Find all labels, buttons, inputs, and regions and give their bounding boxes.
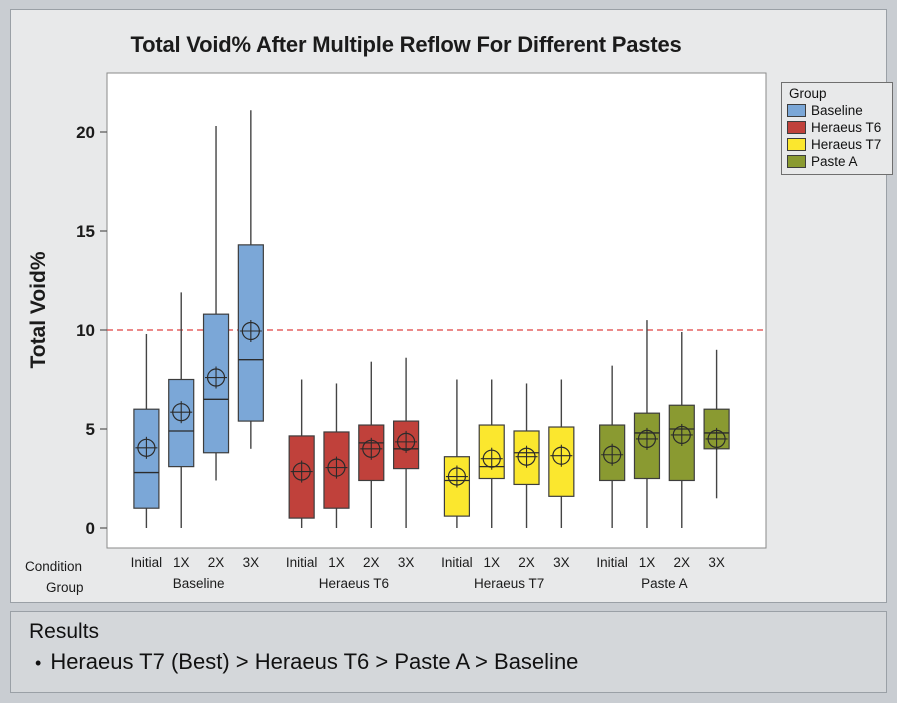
- legend-item-label: Paste A: [811, 154, 858, 169]
- box-series-group: [133, 110, 730, 528]
- condition-tick-label: 2X: [518, 555, 535, 570]
- results-text: Heraeus T7 (Best) > Heraeus T6 > Paste A…: [50, 649, 579, 674]
- axis-row-label-group: Group: [46, 580, 84, 595]
- condition-tick-label: 1X: [483, 555, 500, 570]
- group-tick-label: Paste A: [641, 576, 688, 591]
- group-tick-label: Heraeus T7: [474, 576, 544, 591]
- svg-text:0: 0: [86, 519, 95, 538]
- legend-swatch-icon: [787, 121, 806, 134]
- condition-tick-label: 1X: [328, 555, 345, 570]
- svg-text:10: 10: [76, 321, 95, 340]
- legend-title: Group: [789, 86, 827, 101]
- group-tick-label: Baseline: [173, 576, 225, 591]
- condition-tick-label: Initial: [596, 555, 628, 570]
- condition-tick-label: 1X: [173, 555, 190, 570]
- condition-tick-label: 1X: [639, 555, 656, 570]
- legend-item[interactable]: Heraeus T7: [787, 136, 888, 153]
- legend-items: Baseline Heraeus T6 Heraeus T7 Paste A: [787, 102, 888, 170]
- legend-swatch-icon: [787, 104, 806, 117]
- results-heading: Results: [29, 620, 100, 643]
- legend-item-label: Baseline: [811, 103, 863, 118]
- condition-tick-label: Initial: [131, 555, 163, 570]
- condition-tick-label: 3X: [243, 555, 260, 570]
- svg-text:Total Void%: Total Void%: [27, 251, 50, 368]
- legend-item-label: Heraeus T7: [811, 137, 882, 152]
- y-axis-group: 0 5 10 15 20: [76, 123, 107, 538]
- condition-tick-label: Initial: [286, 555, 318, 570]
- svg-text:20: 20: [76, 123, 95, 142]
- legend-item[interactable]: Baseline: [787, 102, 888, 119]
- bullet-icon: •: [35, 653, 42, 673]
- y-axis-title: Total Void%: [27, 251, 50, 368]
- x-axis-condition-labels: Initial 1X 2X 3X Initial 1X 2X 3X Initial 1X 2X 3X I…: [131, 555, 725, 570]
- legend-item[interactable]: Paste A: [787, 153, 888, 170]
- condition-tick-label: Initial: [441, 555, 473, 570]
- legend-swatch-icon: [787, 138, 806, 151]
- axis-row-label-condition: Condition: [25, 559, 83, 574]
- condition-tick-label: 3X: [708, 555, 725, 570]
- legend-item-label: Heraeus T6: [811, 120, 882, 135]
- plot-frame: [106, 72, 767, 549]
- legend-item[interactable]: Heraeus T6: [787, 119, 888, 136]
- condition-tick-label: 3X: [553, 555, 570, 570]
- condition-tick-label: 2X: [363, 555, 380, 570]
- group-tick-label: Heraeus T6: [319, 576, 389, 591]
- legend: Group Baseline Heraeus T6 Heraeus T7 Paste …: [781, 82, 893, 175]
- condition-tick-label: 3X: [398, 555, 415, 570]
- chart-title: Total Void% After Multiple Reflow For Di…: [130, 32, 682, 57]
- svg-text:5: 5: [86, 420, 95, 439]
- results-bullet-row: • Heraeus T7 (Best) > Heraeus T6 > Paste…: [35, 649, 578, 675]
- box: [168, 378, 195, 468]
- x-axis-group-labels: Baseline Heraeus T6 Heraeus T7 Paste A: [173, 576, 688, 591]
- condition-tick-label: 2X: [208, 555, 225, 570]
- chart-panel: Total Void% After Multiple Reflow For Di…: [10, 9, 893, 603]
- legend-swatch-icon: [787, 155, 806, 168]
- svg-text:15: 15: [76, 222, 95, 241]
- condition-tick-label: 2X: [674, 555, 691, 570]
- results-panel: Results • Heraeus T7 (Best) > Heraeus T6…: [10, 611, 887, 693]
